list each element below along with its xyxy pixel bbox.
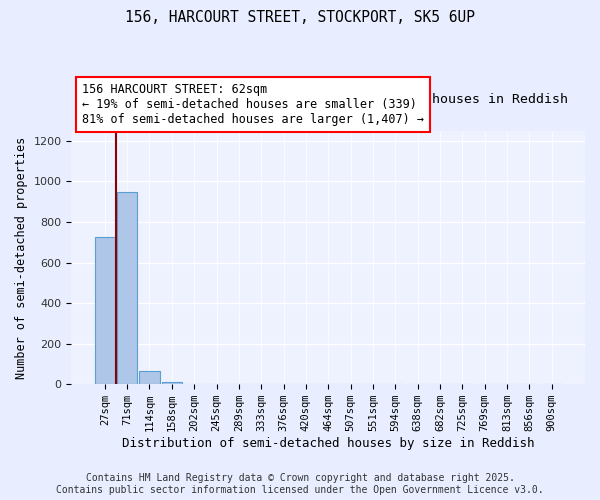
Text: 156 HARCOURT STREET: 62sqm
← 19% of semi-detached houses are smaller (339)
81% o: 156 HARCOURT STREET: 62sqm ← 19% of semi… — [82, 82, 424, 126]
Title: Size of property relative to semi-detached houses in Reddish: Size of property relative to semi-detach… — [88, 93, 568, 106]
Bar — [139, 371, 160, 384]
Text: 156, HARCOURT STREET, STOCKPORT, SK5 6UP: 156, HARCOURT STREET, STOCKPORT, SK5 6UP — [125, 10, 475, 25]
Bar — [162, 382, 182, 384]
Text: Contains HM Land Registry data © Crown copyright and database right 2025.
Contai: Contains HM Land Registry data © Crown c… — [56, 474, 544, 495]
Bar — [117, 192, 137, 384]
X-axis label: Distribution of semi-detached houses by size in Reddish: Distribution of semi-detached houses by … — [122, 437, 535, 450]
Bar — [95, 237, 115, 384]
Y-axis label: Number of semi-detached properties: Number of semi-detached properties — [15, 136, 28, 378]
